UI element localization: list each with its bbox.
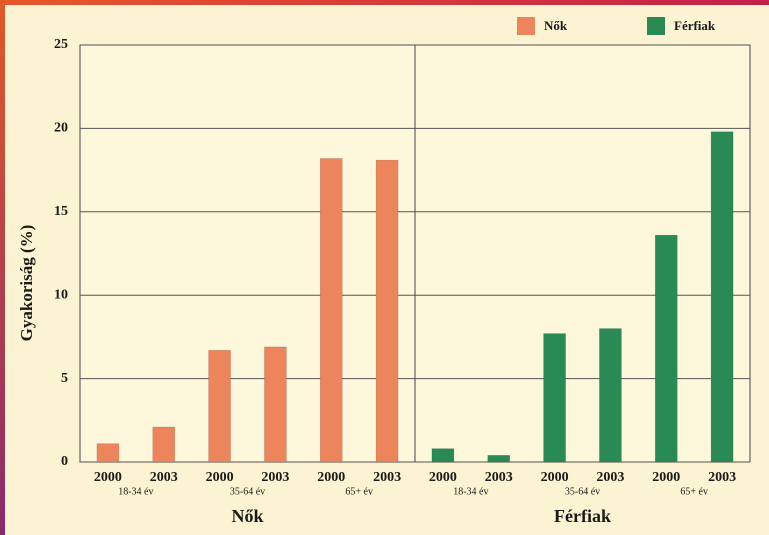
legend-label: Férfiak [674, 18, 716, 33]
y-tick-label: 10 [54, 287, 68, 302]
bar [487, 455, 510, 463]
x-tick-label: 2000 [94, 470, 122, 485]
x-tick-label: 2003 [708, 470, 736, 485]
x-tick-label: 2003 [373, 470, 401, 485]
bar [431, 448, 455, 463]
frame-top [0, 0, 769, 5]
bar [599, 328, 622, 463]
legend-swatch [647, 17, 665, 35]
group-label: 18-34 év [118, 486, 153, 497]
frame-left [0, 0, 5, 535]
panel-label: Férfiak [554, 506, 611, 526]
x-tick-label: 2000 [652, 470, 680, 485]
x-tick-label: 2003 [485, 470, 513, 485]
x-tick-label: 2000 [541, 470, 569, 485]
x-tick-label: 2000 [317, 470, 345, 485]
x-tick-label: 2003 [596, 470, 624, 485]
bar [375, 159, 399, 463]
bar [208, 349, 231, 463]
panel-label: Nők [231, 506, 263, 526]
legend-label: Nők [544, 18, 568, 33]
bar [710, 131, 734, 463]
y-tick-label: 5 [61, 371, 68, 386]
bar [152, 426, 175, 463]
x-tick-label: 2003 [150, 470, 178, 485]
y-tick-label: 15 [54, 204, 68, 219]
group-label: 65+ év [345, 486, 373, 497]
bar [655, 234, 678, 463]
y-tick-label: 20 [54, 121, 68, 136]
y-axis-label: Gyakoriság (%) [17, 225, 36, 342]
bar [96, 443, 120, 463]
x-tick-label: 2000 [206, 470, 234, 485]
group-label: 18-34 év [453, 486, 488, 497]
bar [320, 158, 343, 463]
y-tick-label: 0 [61, 454, 68, 469]
group-label: 65+ év [680, 486, 708, 497]
x-tick-label: 2000 [429, 470, 457, 485]
bar [264, 346, 287, 463]
group-label: 35-64 év [565, 486, 600, 497]
group-label: 35-64 év [230, 486, 265, 497]
x-tick-label: 2003 [261, 470, 289, 485]
bar [543, 333, 566, 463]
y-tick-label: 25 [54, 37, 68, 52]
legend-swatch [517, 17, 535, 35]
